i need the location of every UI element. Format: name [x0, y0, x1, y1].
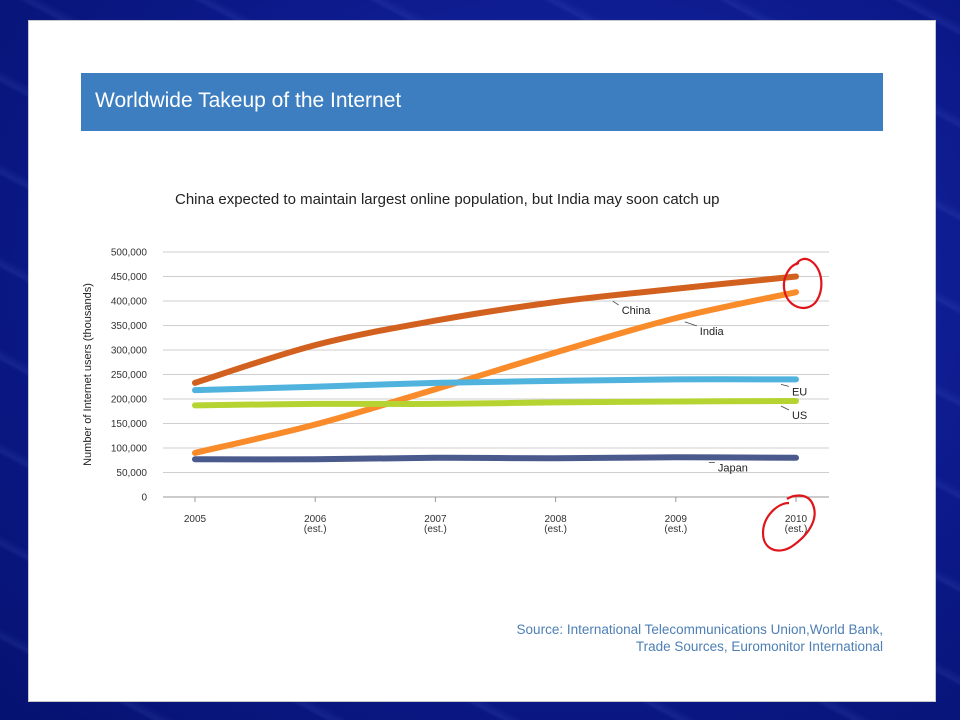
x-tick-label: 2010 — [785, 514, 808, 525]
source-note: Source: International Telecommunications… — [517, 621, 883, 655]
y-tick-label: 400,000 — [111, 297, 148, 308]
slide-title: Worldwide Takeup of the Internet — [95, 89, 402, 112]
source-line-1: Source: International Telecommunications… — [516, 622, 883, 637]
leader-line — [612, 300, 619, 306]
slide-canvas: Worldwide Takeup of the Internet China e… — [28, 20, 936, 702]
x-tick-label: 2008 — [544, 514, 567, 525]
series-label-india: India — [700, 326, 725, 338]
series-line-eu — [192, 376, 799, 394]
series-line-india — [192, 289, 799, 456]
series-line-japan — [192, 454, 799, 463]
y-tick-label: 450,000 — [111, 272, 148, 283]
x-tick-note: (est.) — [544, 524, 567, 535]
y-tick-label: 50,000 — [116, 468, 147, 479]
series-label-eu: EU — [792, 386, 807, 398]
line-chart: 0 50,000 100,000 150,000 200,000 250,000 300,0… — [82, 248, 829, 552]
source-line-2: Trade Sources, Euromonitor International — [635, 639, 883, 654]
series-line-us — [192, 397, 799, 409]
chart-title: China expected to maintain largest onlin… — [175, 191, 720, 208]
y-tick-label: 250,000 — [111, 370, 148, 381]
grid-lines — [163, 251, 829, 498]
title-banner: Worldwide Takeup of the Internet — [81, 73, 883, 131]
x-tick-note: (est.) — [424, 524, 447, 535]
y-tick-label: 0 — [141, 493, 147, 504]
y-axis-ticks: 0 50,000 100,000 150,000 200,000 250,000 300,0… — [111, 248, 148, 504]
series-line-china — [192, 273, 799, 386]
x-tick-label: 2009 — [665, 514, 688, 525]
series-labels: China India EU US Japan — [612, 300, 807, 474]
y-tick-label: 500,000 — [111, 248, 148, 259]
x-tick-label: 2006 — [304, 514, 327, 525]
y-axis-label: Number of Internet users (thousands) — [82, 283, 94, 466]
y-tick-label: 100,000 — [111, 444, 148, 455]
leader-line — [780, 405, 790, 411]
x-tick-note: (est.) — [664, 524, 687, 535]
x-axis-ticks: 2005 2006(est.)2007(est.)2008(est.)2009(e… — [184, 497, 808, 535]
y-tick-label: 350,000 — [111, 321, 148, 332]
annotation-circle-bottom — [761, 494, 816, 552]
y-tick-label: 150,000 — [111, 419, 148, 430]
series-lines — [192, 273, 799, 463]
leader-line — [684, 321, 697, 327]
series-label-china: China — [622, 305, 652, 317]
leader-line — [780, 384, 790, 387]
y-tick-label: 200,000 — [111, 395, 148, 406]
series-label-us: US — [792, 410, 807, 422]
annotation-circle-top — [782, 257, 823, 310]
x-tick-note: (est.) — [304, 524, 327, 535]
x-tick-note: (est.) — [785, 524, 808, 535]
series-label-japan: Japan — [718, 462, 748, 474]
x-tick-label: 2007 — [424, 514, 447, 525]
y-tick-label: 300,000 — [111, 346, 148, 357]
x-tick-label: 2005 — [184, 514, 207, 525]
